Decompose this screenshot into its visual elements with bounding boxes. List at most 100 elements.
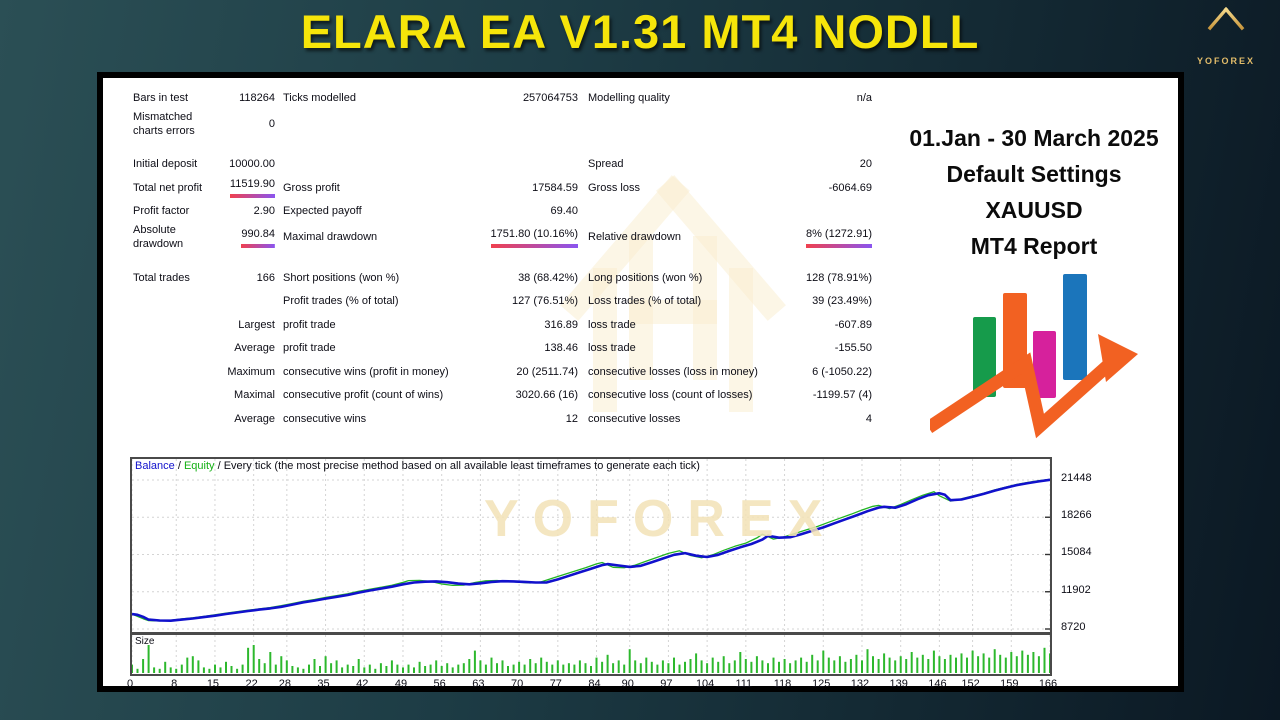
size-bar [595,657,598,673]
size-bar [479,660,482,673]
size-bar [247,647,250,673]
report-value: -155.50 [834,342,872,355]
report-value: 316.89 [544,318,578,331]
size-bar [418,661,421,673]
size-bar [335,660,338,673]
report-value: 166 [256,271,275,284]
size-bar [656,664,659,673]
page-title: ELARA EA V1.31 MT4 NODLL [300,5,980,58]
report-label: Total net profit [133,181,203,194]
size-bar [302,668,305,673]
report-value: 127 (76.51%) [511,295,578,308]
report-label: Initial deposit [133,158,198,171]
size-bar [623,664,626,673]
size-bar [606,654,609,673]
size-bar [169,667,172,673]
x-axis-label: 77 [549,678,562,690]
size-bar [612,663,615,673]
size-bar [374,668,377,673]
brand-block: YOFOREX [1188,6,1264,66]
size-bar [894,660,897,673]
size-bar [800,657,803,673]
report-row: Total net profit 11519.90 Gross profit 1758… [133,176,878,200]
report-table: Bars in test 118264 Ticks modelled 25706475… [133,86,878,431]
size-bar [811,654,814,673]
size-bar [308,664,310,673]
graphic-green-bar [973,317,996,397]
size-bar [407,664,410,673]
graphic-blue-bar [1063,274,1087,380]
size-bar [943,659,946,673]
size-bar [446,663,449,673]
size-bar [473,650,476,673]
size-bar [413,667,415,673]
size-bar [164,661,167,673]
size-bar [650,661,653,673]
size-bar [910,652,913,673]
yoforex-logo-icon [1207,6,1245,46]
size-bar [457,664,460,673]
size-bar [379,663,382,673]
report-value: n/a [856,91,872,104]
size-bar [396,664,399,673]
y-axis-label: 11902 [1061,583,1091,596]
balance-chart-svg [132,459,1050,632]
size-bar [993,649,996,673]
legend-separator: / [174,460,184,472]
report-label: profit trade [283,342,336,355]
report-row: Largest profit trade 316.89 loss trade -607.… [133,313,878,337]
size-bar [296,667,299,673]
size-bar [966,657,968,673]
report-value: 1751.80 (10.16%) [478,226,578,248]
size-bar [673,657,675,673]
y-axis-label: 15084 [1061,546,1092,559]
size-bar [678,664,681,673]
report-row: Profit trades (% of total) 127 (76.51%) Lo… [133,290,878,314]
size-bar [518,661,521,673]
size-bar [855,654,858,673]
bar-chart-arrow-graphic [930,274,1138,439]
size-bar [877,659,880,673]
size-bar [728,663,731,673]
size-bar [711,657,714,673]
size-bar [827,657,830,673]
size-bar [905,659,908,673]
report-row: Bars in test 118264 Ticks modelled 25706475… [133,86,878,110]
x-axis-label: 132 [850,678,870,690]
size-bar [706,663,709,673]
size-bar [982,653,985,673]
size-bar [512,664,515,673]
report-panel: Bars in test 118264 Ticks modelled 25706475… [97,72,1184,692]
size-bar [258,659,261,673]
report-value: 128 (78.91%) [805,271,872,284]
report-label: Relative drawdown [588,231,681,243]
report-value: 12 [565,412,578,425]
size-bar [999,654,1002,673]
report-value: 20 [859,158,872,171]
size-bar [363,667,366,673]
header: ELARA EA V1.31 MT4 NODLL [0,4,1280,59]
promo-block: 01.Jan - 30 March 2025 Default Settings … [884,120,1184,264]
report-row: Absolute drawdown 990.84 Maximal drawdown 1… [133,223,878,251]
report-label: consecutive profit (count of wins) [283,389,444,402]
x-axis-label: 125 [812,678,831,690]
promo-line-symbol: XAUUSD [985,197,1083,223]
report-value: -607.89 [834,318,872,331]
size-bar [1032,652,1035,673]
size-bar [357,659,360,673]
size-bar [861,660,863,673]
size-bar [523,664,526,673]
x-axis-label: 28 [278,678,291,690]
size-bar [346,664,349,673]
x-axis-label: 97 [660,678,673,690]
size-bar [186,657,189,673]
report-label: Spread [588,158,624,171]
graphic-magenta-bar [1033,331,1056,398]
size-bar [849,659,852,673]
size-bar [429,664,432,673]
size-bar [1026,654,1029,673]
size-bar [772,657,775,673]
size-bar [390,660,393,673]
brand-name: YOFOREX [1196,56,1255,66]
size-bar [700,660,703,673]
